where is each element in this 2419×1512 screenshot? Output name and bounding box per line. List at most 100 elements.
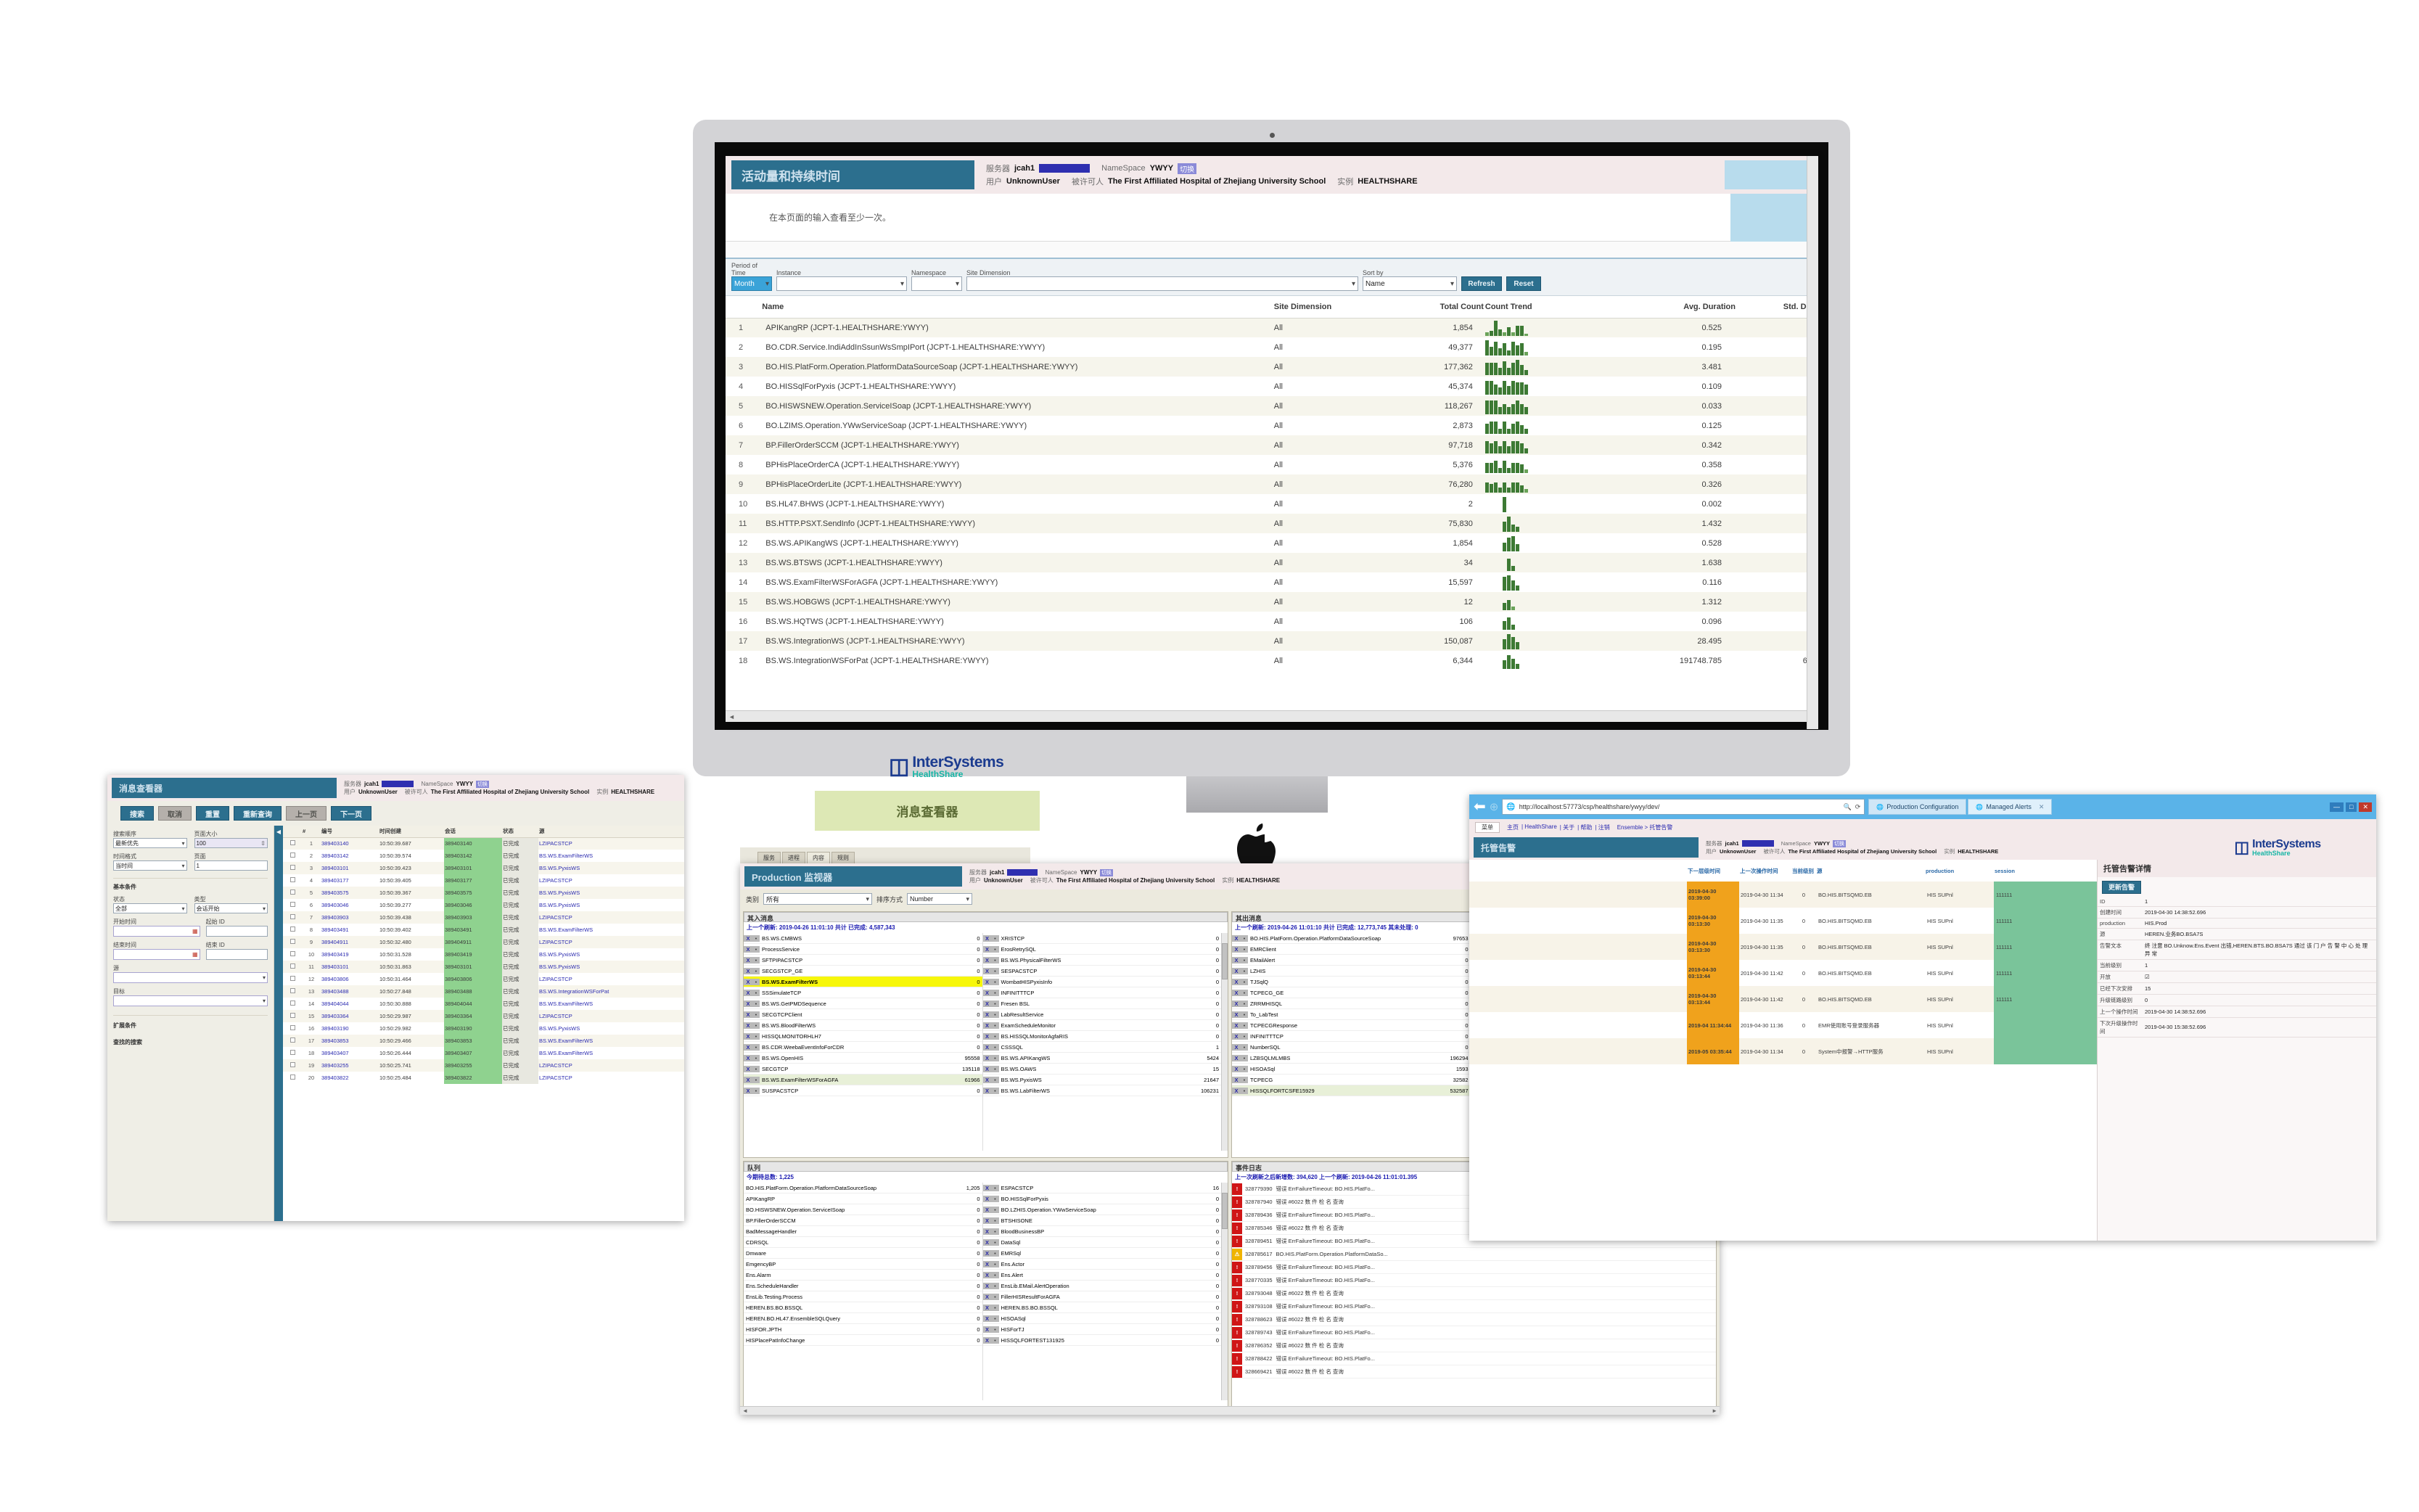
- status-x-icon[interactable]: X: [982, 1249, 992, 1257]
- table-row[interactable]: 18 BS.WS.IntegrationWSForPat (JCPT-1.HEAL…: [726, 651, 1818, 670]
- status-x-icon[interactable]: X: [982, 1293, 992, 1300]
- row-name[interactable]: BPHisPlaceOrderLite (JCPT-1.HEALTHSHARE:…: [765, 480, 962, 489]
- row-id[interactable]: 389403575: [321, 889, 349, 896]
- av-reset-button[interactable]: Reset: [1506, 276, 1541, 291]
- mb-toolbar-button-4[interactable]: 上一页: [286, 806, 326, 821]
- status-x-icon[interactable]: X: [1232, 934, 1241, 942]
- row-session[interactable]: 111111: [1994, 882, 2097, 908]
- status-x-icon[interactable]: X: [744, 945, 752, 953]
- status-x-icon[interactable]: X: [744, 978, 752, 985]
- row-name[interactable]: BO.HISWSNEW.Operation.ServiceISoap (JCPT…: [765, 401, 1032, 411]
- row-session[interactable]: 389403140: [444, 837, 502, 850]
- status-x-icon[interactable]: X: [982, 1000, 992, 1007]
- pm-tab-0[interactable]: 服务: [757, 852, 781, 863]
- av-namespace-select[interactable]: ▾: [911, 276, 962, 291]
- table-row[interactable]: 14 389404044 10:50:30.888 389404044 已完成 BS.WS…: [283, 998, 684, 1010]
- list-item[interactable]: X • EnsLib.EMail.AlertOperation 0: [982, 1281, 1221, 1291]
- row-checkbox[interactable]: [283, 862, 302, 874]
- pm-tab-3[interactable]: 规则: [831, 852, 855, 863]
- item-name[interactable]: SECGTCP: [762, 1065, 789, 1072]
- list-item[interactable]: ! 328788623 错误 #6022 数 件 检 名 查询: [1232, 1313, 1716, 1326]
- row-name[interactable]: BS.WS.APIKangWS (JCPT-1.HEALTHSHARE:YWYY…: [765, 538, 958, 548]
- item-name[interactable]: Ens.ScheduleHandler: [746, 1282, 799, 1289]
- list-item[interactable]: X • BS.WS.PyxisWS 21647: [982, 1075, 1221, 1085]
- event-id[interactable]: 328789456: [1245, 1264, 1273, 1270]
- item-name[interactable]: BS.WS.GetPMDSequence: [762, 1000, 826, 1007]
- list-item[interactable]: X • BO.LZHIS.Operation.YWwServiceSoap 0: [982, 1204, 1221, 1215]
- row-source[interactable]: LZIPACSTCP: [539, 877, 572, 884]
- event-id[interactable]: 328785617: [1245, 1251, 1273, 1257]
- ie-address-bar[interactable]: 🌐 http://localhost:57773/csp/healthshare…: [1502, 799, 1865, 815]
- pm-tab-1[interactable]: 进程: [782, 852, 805, 863]
- item-name[interactable]: SECGSTCP_GE: [762, 967, 803, 974]
- table-row[interactable]: 11 389403101 10:50:31.863 389403101 已完成 BS.WS…: [283, 961, 684, 973]
- item-name[interactable]: INFINITTTCP: [1001, 989, 1035, 996]
- item-name[interactable]: BS.WS.APIKangWS: [1001, 1054, 1051, 1061]
- item-name[interactable]: HEREN.BO.HL47.EnsembleSQLQuery: [746, 1315, 841, 1322]
- item-name[interactable]: BO.HISSqlForPyxis: [1001, 1195, 1048, 1202]
- mb-table-wrap[interactable]: # 编号 时间创建 会话 状态 源 1 389403140 10:50:39.687…: [283, 826, 684, 1221]
- mb-col-id[interactable]: 编号: [321, 828, 332, 835]
- table-row[interactable]: 2019-04-30 03:13:44 2019-04-30 11:42 0 BO.H…: [1469, 960, 2097, 986]
- row-session[interactable]: 111111: [1994, 986, 2097, 1012]
- table-row[interactable]: 2019-04-30 03:13:44 2019-04-30 11:42 0 BO.H…: [1469, 986, 2097, 1012]
- list-item[interactable]: X • HISForTJ 0: [982, 1324, 1221, 1335]
- list-item[interactable]: X • DataSql 0: [982, 1237, 1221, 1248]
- list-item[interactable]: X • BS.CDR.WeebaEventInfoForCDR 0: [744, 1042, 982, 1053]
- mb-endid-input[interactable]: [205, 949, 268, 960]
- event-id[interactable]: 328793048: [1245, 1290, 1273, 1297]
- mb-pagesize-input[interactable]: 100 ⇳: [194, 838, 268, 848]
- mb-endtime-input[interactable]: ▦: [113, 949, 200, 960]
- item-name[interactable]: BS.WS.LabFilterWS: [1001, 1087, 1051, 1094]
- ma-menu-link-4[interactable]: | 注销: [1595, 823, 1610, 831]
- pm-queue-vscroll[interactable]: [1221, 1183, 1228, 1400]
- status-x-icon[interactable]: X: [982, 1217, 992, 1224]
- row-checkbox[interactable]: [283, 1022, 302, 1035]
- list-item[interactable]: EmgencyBP 0: [744, 1259, 982, 1270]
- browser-tab-0[interactable]: 🌐 Production Configuration: [1868, 799, 1967, 815]
- item-name[interactable]: BP.FillerOrderSCCM: [746, 1217, 796, 1224]
- mb-toolbar-button-2[interactable]: 重置: [196, 806, 229, 821]
- row-name[interactable]: BS.WS.IntegrationWSForPat (JCPT-1.HEALTH…: [765, 656, 989, 665]
- row-session[interactable]: 111111: [1994, 934, 2097, 960]
- table-row[interactable]: 2019-05 03:35:44 2019-04-30 11:34 0 System中…: [1469, 1038, 2097, 1064]
- row-session[interactable]: 389403419: [444, 948, 502, 961]
- status-x-icon[interactable]: X: [744, 1011, 752, 1018]
- table-row[interactable]: 7 BP.FillerOrderSCCM (JCPT-1.HEALTHSHARE:…: [726, 435, 1818, 455]
- status-x-icon[interactable]: X: [1232, 1011, 1241, 1018]
- event-id[interactable]: 328785346: [1245, 1225, 1273, 1231]
- row-checkbox[interactable]: [283, 1059, 302, 1072]
- ma-home-button[interactable]: 菜单: [1475, 821, 1500, 833]
- tab-close-icon[interactable]: ✕: [2038, 802, 2045, 810]
- status-x-icon[interactable]: X: [982, 1076, 992, 1083]
- list-item[interactable]: X • BS.WS.ExamFilterWSForAGFA 61966: [744, 1075, 982, 1085]
- status-x-icon[interactable]: X: [744, 1032, 752, 1040]
- row-id[interactable]: 389403101: [321, 964, 349, 970]
- av-instance-select[interactable]: ▾: [776, 276, 907, 291]
- mb-ns-badge[interactable]: 切换: [476, 780, 490, 788]
- av-col-avg[interactable]: Avg. Duration: [1683, 302, 1736, 311]
- item-name[interactable]: BO.LZHIS.Operation.YWwServiceSoap: [1001, 1206, 1096, 1213]
- row-source[interactable]: BS.WS.PyxisWS: [539, 902, 580, 908]
- item-name[interactable]: EnsLib.Testing.Process: [746, 1293, 802, 1300]
- row-checkbox[interactable]: [283, 874, 302, 887]
- av-results-scroll[interactable]: Name Site Dimension Total Count Count Tr…: [726, 296, 1818, 682]
- item-name[interactable]: BTSHISONE: [1001, 1217, 1032, 1224]
- row-source[interactable]: BS.WS.IntegrationWSForPat: [539, 988, 609, 995]
- item-name[interactable]: TCPECG: [1250, 1076, 1273, 1083]
- row-id[interactable]: 389403903: [321, 914, 349, 921]
- row-session[interactable]: 389403101: [444, 862, 502, 874]
- list-item[interactable]: X • HEREN.BS.BO.BSSQL 0: [982, 1302, 1221, 1313]
- list-item[interactable]: X • BS.WS.PhysicalFilterWS 0: [982, 955, 1221, 966]
- status-x-icon[interactable]: X: [982, 934, 992, 942]
- status-x-icon[interactable]: X: [982, 1065, 992, 1072]
- row-name[interactable]: BS.WS.IntegrationWS (JCPT-1.HEALTHSHARE:…: [765, 636, 965, 646]
- row-source[interactable]: BO.HIS.BITSQMD.EB: [1818, 917, 1872, 924]
- row-source[interactable]: BO.HIS.BITSQMD.EB: [1818, 891, 1872, 898]
- status-x-icon[interactable]: X: [1232, 945, 1241, 953]
- status-x-icon[interactable]: X: [744, 1076, 752, 1083]
- list-item[interactable]: CDRSQL 0: [744, 1237, 982, 1248]
- row-id[interactable]: 389403419: [321, 951, 349, 958]
- item-name[interactable]: BS.WS.BloodFilterWS: [762, 1022, 816, 1029]
- pm-eventlog-subtitle[interactable]: 上一次刷新之后新增数: 394,620 上一个刷新: 2019-04-26 11…: [1235, 1174, 1418, 1180]
